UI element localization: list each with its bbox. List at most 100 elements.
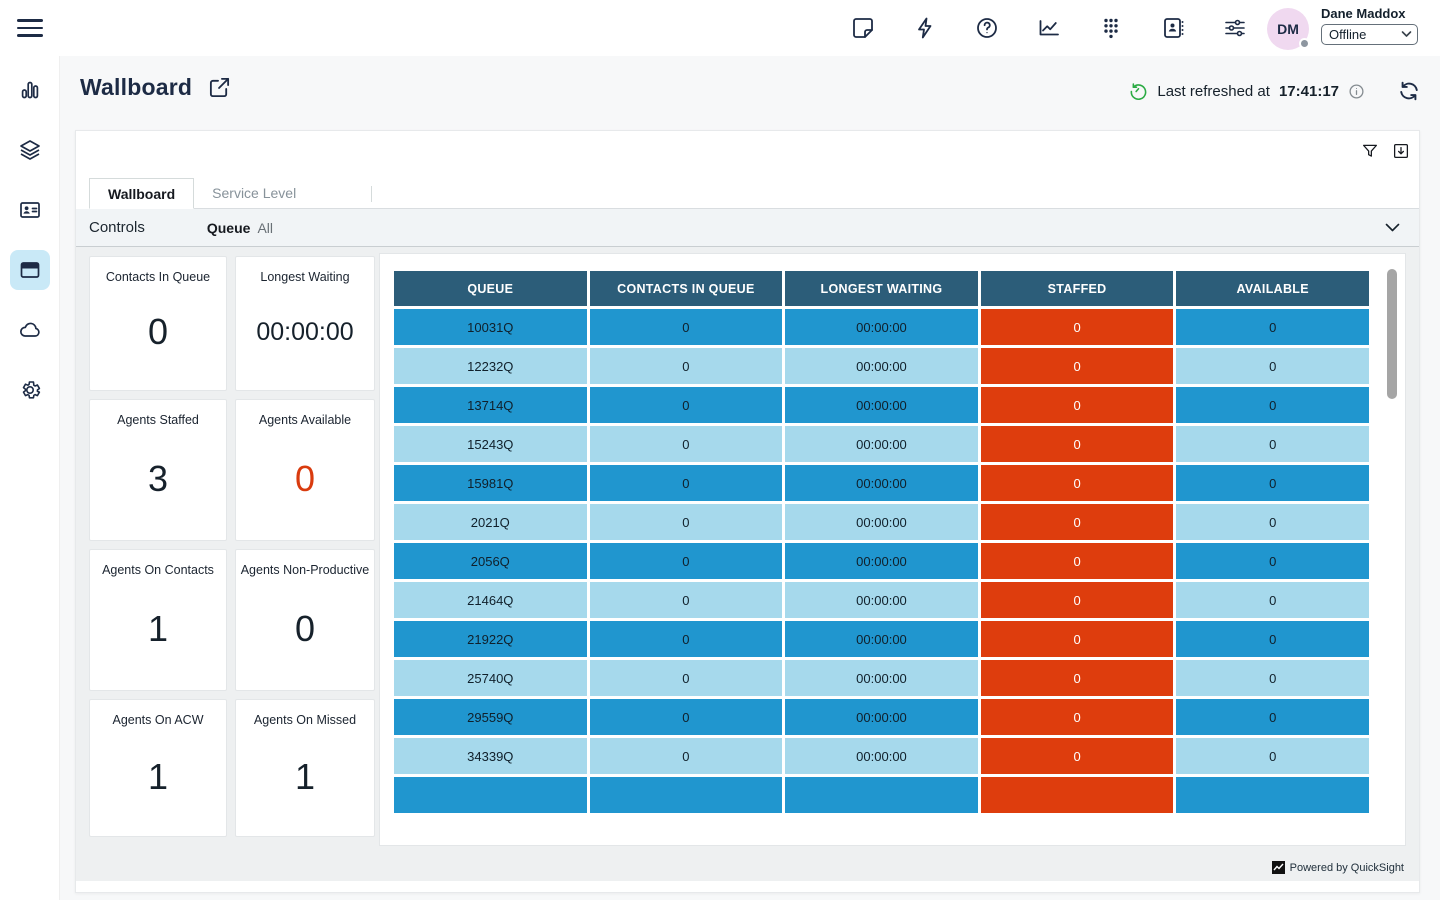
kpi-card: Contacts In Queue 0 — [89, 256, 227, 391]
kpi-title: Agents Available — [258, 413, 352, 427]
metrics-icon[interactable] — [1036, 15, 1062, 41]
avatar[interactable]: DM — [1267, 8, 1310, 50]
info-icon[interactable] — [1348, 83, 1365, 100]
kpi-value: 0 — [294, 607, 316, 649]
cell-available: 0 — [1176, 348, 1369, 384]
cell-longest-waiting: 00:00:00 — [785, 582, 978, 618]
cell-staffed — [980, 777, 1174, 813]
table-row: 21464Q 0 00:00:00 0 0 — [394, 582, 1369, 618]
cell-available: 0 — [1176, 660, 1369, 696]
cell-queue: 2021Q — [394, 504, 587, 540]
kpi-grid: Contacts In Queue 0 Longest Waiting 00:0… — [89, 256, 375, 837]
topbar: DM Dane Maddox Offline — [0, 0, 1440, 56]
settings-sliders-icon[interactable] — [1222, 15, 1248, 41]
filter-icon[interactable] — [1361, 142, 1379, 160]
cell-contacts-in-queue: 0 — [589, 309, 783, 345]
cell-queue: 15243Q — [394, 426, 587, 462]
kpi-title: Agents On ACW — [112, 713, 204, 727]
status-dot — [1299, 38, 1310, 49]
table-viewport: QUEUE CONTACTS IN QUEUE LONGEST WAITING STA… — [394, 271, 1369, 834]
kpi-value: 0 — [147, 311, 169, 352]
table-scrollbar-thumb[interactable] — [1387, 269, 1397, 399]
table-row: 15981Q 0 00:00:00 0 0 — [394, 465, 1369, 501]
cell-available: 0 — [1176, 621, 1369, 657]
table-row: 2021Q 0 00:00:00 0 0 — [394, 504, 1369, 540]
table-row: 2056Q 0 00:00:00 0 0 — [394, 543, 1369, 579]
column-header: CONTACTS IN QUEUE — [589, 271, 783, 306]
page-title: Wallboard — [80, 74, 193, 100]
directory-icon[interactable] — [1160, 15, 1186, 41]
help-icon[interactable] — [974, 15, 1000, 41]
kpi-title: Contacts In Queue — [105, 270, 211, 284]
refresh-icon[interactable] — [1398, 80, 1420, 102]
avatar-initials: DM — [1277, 21, 1299, 37]
kpi-value: 3 — [147, 457, 169, 499]
cell-queue: 34339Q — [394, 738, 587, 774]
refresh-label: Last refreshed at — [1157, 82, 1270, 100]
kpi-value: 1 — [294, 755, 316, 797]
kpi-value: 1 — [147, 607, 169, 649]
sidebar-item-metrics[interactable] — [10, 70, 50, 110]
column-header: QUEUE — [394, 271, 587, 306]
queue-filter-label: Queue — [206, 219, 251, 236]
table-row: 13714Q 0 00:00:00 0 0 — [394, 387, 1369, 423]
cell-staffed: 0 — [980, 309, 1174, 345]
sidebar-item-contacts[interactable] — [10, 190, 50, 230]
tab-bar: Wallboard Service Level — [89, 178, 1419, 209]
column-header: LONGEST WAITING — [785, 271, 978, 306]
cell-staffed: 0 — [980, 660, 1174, 696]
cell-contacts-in-queue: 0 — [589, 660, 783, 696]
cell-staffed: 0 — [980, 387, 1174, 423]
cell-available: 0 — [1176, 738, 1369, 774]
tab[interactable]: Service Level — [194, 177, 314, 208]
table-header-row: QUEUE CONTACTS IN QUEUE LONGEST WAITING STA… — [394, 271, 1369, 306]
quicksight-logo-icon — [1271, 861, 1285, 874]
cell-staffed: 0 — [980, 348, 1174, 384]
refresh-area: Last refreshed at 17:41:17 — [1129, 80, 1420, 102]
chevron-down-icon[interactable] — [1384, 220, 1401, 235]
table-row — [394, 777, 1369, 813]
cell-longest-waiting: 00:00:00 — [785, 387, 978, 423]
quick-actions-icon[interactable] — [912, 15, 938, 41]
cell-available: 0 — [1176, 543, 1369, 579]
external-link-icon[interactable] — [208, 76, 231, 99]
notes-icon[interactable] — [850, 15, 876, 41]
cell-staffed: 0 — [980, 582, 1174, 618]
dashboard-sheet: Contacts In Queue 0 Longest Waiting 00:0… — [76, 247, 1419, 881]
user-name: Dane Maddox — [1321, 6, 1406, 21]
cell-staffed: 0 — [980, 543, 1174, 579]
sidebar-item-settings[interactable] — [10, 370, 50, 410]
status-select[interactable]: Offline — [1321, 24, 1418, 45]
kpi-title: Agents Staffed — [117, 413, 199, 427]
cell-contacts-in-queue — [589, 777, 783, 813]
cell-available: 0 — [1176, 426, 1369, 462]
cell-queue: 2056Q — [394, 543, 587, 579]
cell-available: 0 — [1176, 387, 1369, 423]
cell-contacts-in-queue: 0 — [589, 465, 783, 501]
sidebar-item-cloud[interactable] — [10, 310, 50, 350]
tab[interactable]: Wallboard — [89, 178, 195, 209]
cell-longest-waiting — [785, 777, 978, 813]
sidebar-item-routing[interactable] — [10, 130, 50, 170]
powered-by-text: Powered by QuickSight — [1289, 861, 1404, 874]
column-header: AVAILABLE — [1176, 271, 1369, 306]
queue-table-visual: QUEUE CONTACTS IN QUEUE LONGEST WAITING STA… — [379, 253, 1406, 846]
cell-longest-waiting: 00:00:00 — [785, 543, 978, 579]
controls-bar[interactable]: Controls Queue All — [76, 209, 1419, 247]
cell-queue — [394, 777, 587, 813]
cell-available: 0 — [1176, 465, 1369, 501]
cell-staffed: 0 — [980, 738, 1174, 774]
history-clock-icon — [1130, 82, 1147, 100]
export-icon[interactable] — [1392, 142, 1410, 160]
cell-staffed: 0 — [980, 426, 1174, 462]
sidebar-item-dashboard-active[interactable] — [10, 250, 50, 290]
menu-icon[interactable] — [17, 15, 43, 41]
cell-longest-waiting: 00:00:00 — [785, 465, 978, 501]
cell-longest-waiting: 00:00:00 — [785, 504, 978, 540]
cell-contacts-in-queue: 0 — [589, 621, 783, 657]
cell-contacts-in-queue: 0 — [589, 738, 783, 774]
controls-label: Controls — [89, 219, 145, 236]
dialpad-icon[interactable] — [1098, 15, 1124, 41]
cell-queue: 12232Q — [394, 348, 587, 384]
tab-divider — [371, 186, 372, 202]
